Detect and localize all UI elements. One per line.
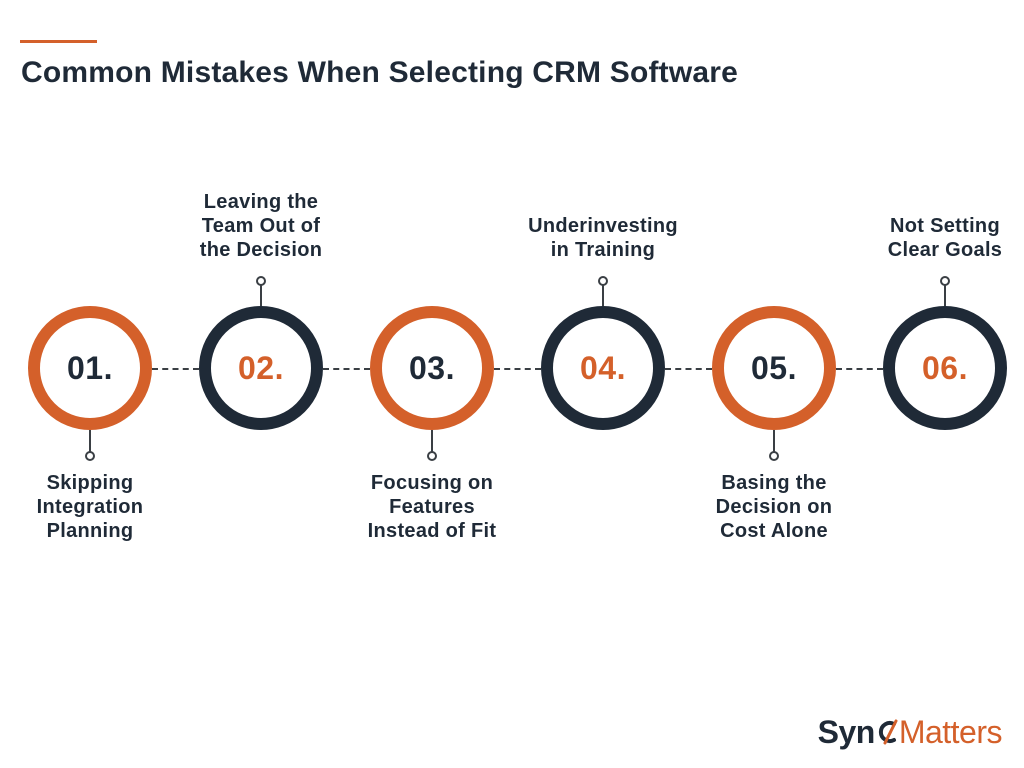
page-title: Common Mistakes When Selecting CRM Softw… <box>21 56 739 89</box>
dashed-connector <box>494 368 541 370</box>
step-stem <box>944 282 946 306</box>
step-label: Not Setting Clear Goals <box>887 215 1003 261</box>
step-number: 05. <box>751 349 797 386</box>
step-label: Underinvesting in Training <box>528 215 678 261</box>
step-stem-dot <box>427 451 437 461</box>
step-number: 04. <box>580 349 626 386</box>
dashed-connector <box>152 368 199 370</box>
dashed-connector <box>836 368 883 370</box>
syncmatters-logo: Syn Matters <box>817 712 1003 752</box>
step-stem <box>89 430 91 454</box>
step-stem <box>431 430 433 454</box>
step-ring-6: 06. <box>883 306 1007 430</box>
step-number: 06. <box>922 349 968 386</box>
step-stem-dot <box>85 451 95 461</box>
title-accent-bar <box>20 40 97 43</box>
step-ring-5: 05. <box>712 306 836 430</box>
step-number: 02. <box>238 349 284 386</box>
step-stem-dot <box>940 276 950 286</box>
logo-text-syn: Syn <box>817 713 876 750</box>
step-ring-2: 02. <box>199 306 323 430</box>
step-number: 03. <box>409 349 455 386</box>
step-label: Basing the Decision on Cost Alone <box>715 472 833 542</box>
step-stem-dot <box>769 451 779 461</box>
logo-text-matters: Matters <box>898 713 1003 750</box>
dashed-connector <box>323 368 370 370</box>
step-ring-3: 03. <box>370 306 494 430</box>
step-ring-4: 04. <box>541 306 665 430</box>
step-stem <box>602 282 604 306</box>
step-label: Leaving the Team Out of the Decision <box>199 191 323 261</box>
step-stem-dot <box>598 276 608 286</box>
c-swoosh-icon <box>876 717 898 747</box>
step-number: 01. <box>67 349 113 386</box>
step-label: Skipping Integration Planning <box>36 472 144 542</box>
dashed-connector <box>665 368 712 370</box>
step-label: Focusing on Features Instead of Fit <box>367 472 497 542</box>
step-ring-1: 01. <box>28 306 152 430</box>
step-stem-dot <box>256 276 266 286</box>
step-stem <box>773 430 775 454</box>
step-stem <box>260 282 262 306</box>
